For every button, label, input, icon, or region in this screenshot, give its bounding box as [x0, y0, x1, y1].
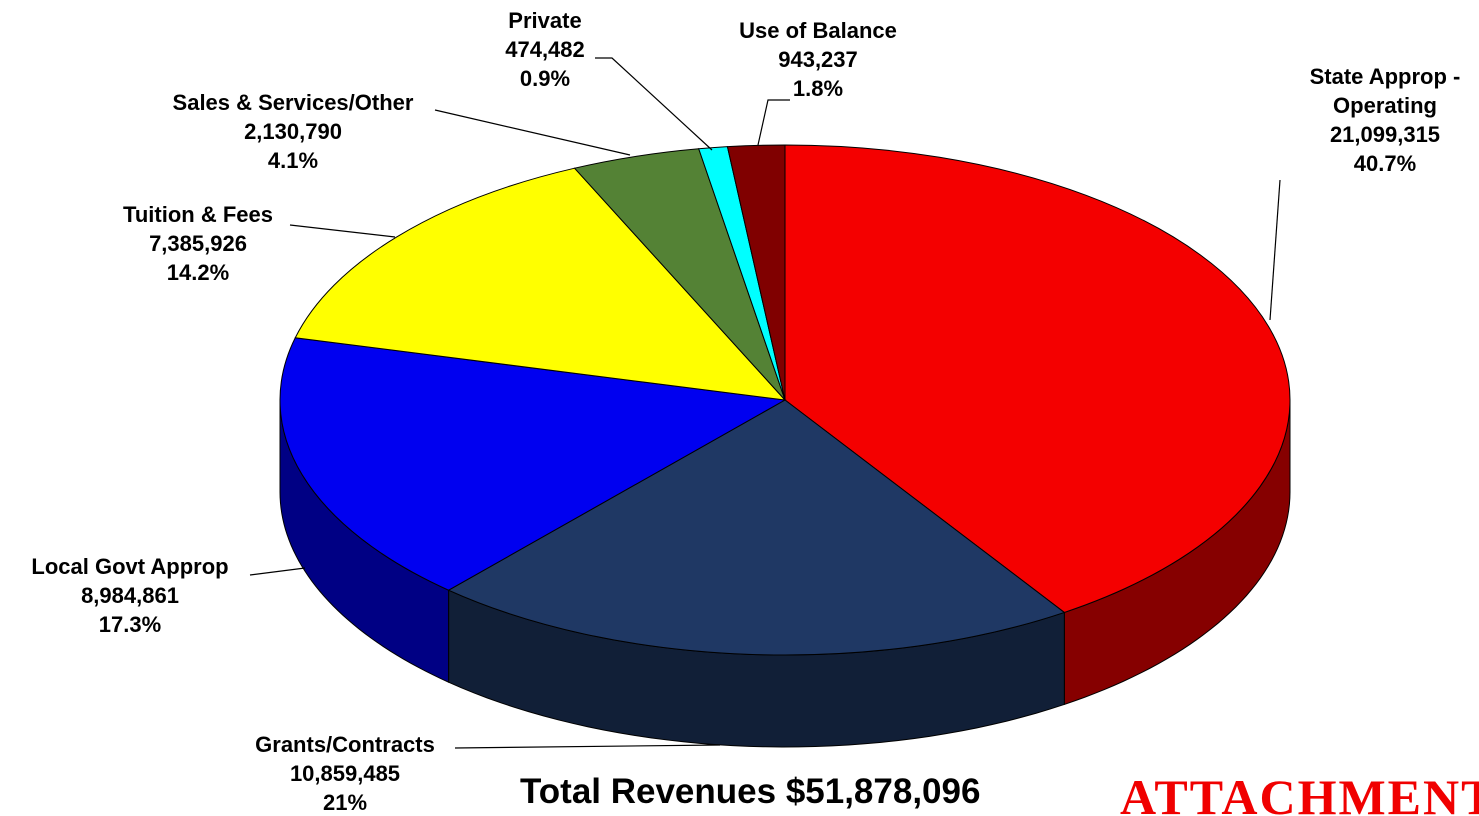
slice-value: 21% — [322, 790, 368, 815]
data-label: Sales & Services/Other 2,130,790 4.1% — [143, 88, 443, 175]
slice-value: 2,130,790 — [244, 119, 342, 144]
slice-value: 7,385,926 — [149, 231, 247, 256]
slice-name: Sales & Services/Other — [172, 90, 414, 115]
data-label: Use of Balance 943,237 1.8% — [718, 16, 918, 103]
annotation: ATTACHMENT — [1120, 769, 1479, 816]
data-label: Tuition & Fees 7,385,926 14.2% — [98, 200, 298, 287]
slice — [294, 167, 787, 401]
leader-line — [249, 567, 306, 576]
slice-value: 21,099,315 — [1329, 122, 1441, 147]
data-label: Grants/Contracts 10,859,485 21% — [215, 730, 475, 816]
leader-line — [595, 57, 713, 151]
slice — [447, 399, 1066, 656]
slice-value: 0.9% — [519, 66, 571, 91]
data-label: Private 474,482 0.9% — [485, 6, 605, 93]
leader-line — [289, 224, 396, 238]
leader-line — [757, 99, 790, 146]
slice-value: 8,984,861 — [81, 583, 179, 608]
leader-line — [1269, 179, 1281, 321]
slice-value: 14.2% — [166, 260, 230, 285]
slice-value: 17.3% — [98, 612, 162, 637]
slice-value: 40.7% — [1353, 151, 1417, 176]
slice — [726, 144, 786, 401]
data-label: State Approp - Operating 21,099,315 40.7% — [1285, 62, 1479, 178]
chart-title: Total Revenues $51,878,096 — [520, 772, 981, 811]
slice-name: State Approp - Operating — [1309, 64, 1461, 118]
data-label: Local Govt Approp 8,984,861 17.3% — [0, 552, 260, 639]
slice-value: 4.1% — [267, 148, 319, 173]
slice-value: 474,482 — [505, 37, 585, 62]
slice-value: 1.8% — [792, 76, 844, 101]
slice-name: Tuition & Fees — [123, 202, 273, 227]
slice-value: 10,859,485 — [289, 761, 401, 786]
slice — [279, 337, 787, 591]
slice-name: Local Govt Approp — [31, 554, 229, 579]
leader-line — [434, 109, 631, 156]
slice-value: 943,237 — [778, 47, 858, 72]
slice-name: Grants/Contracts — [255, 732, 435, 757]
slice-name: Private — [508, 8, 582, 33]
slice-name: Use of Balance — [739, 18, 897, 43]
leader-line — [454, 744, 721, 749]
